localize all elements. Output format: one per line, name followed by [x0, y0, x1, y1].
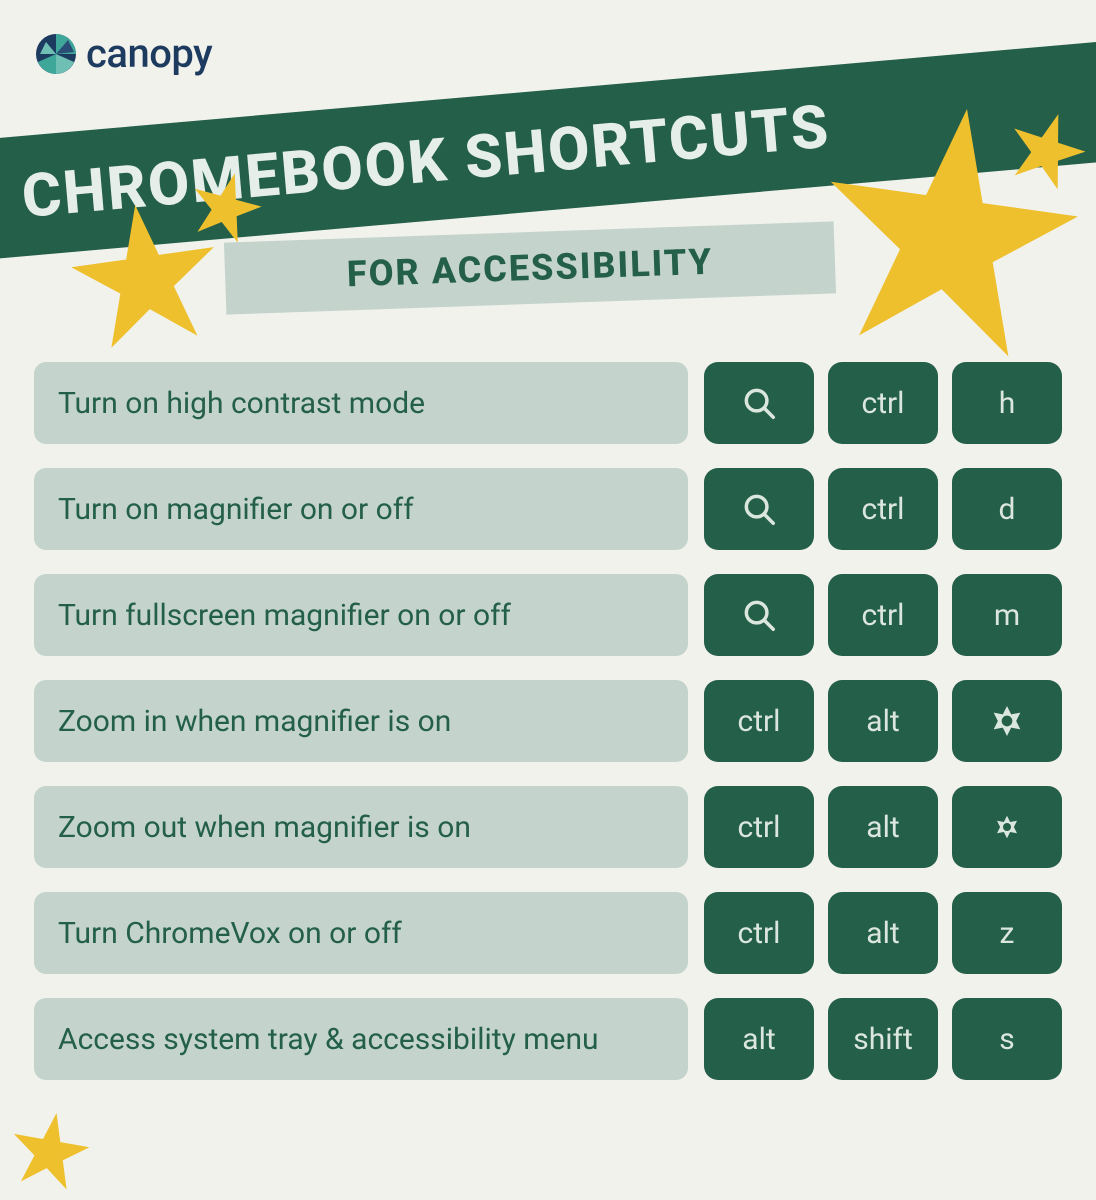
search-icon: [704, 362, 814, 444]
key-label: alt: [742, 1022, 775, 1057]
key-group: ctrl m: [704, 574, 1062, 656]
shortcut-label-text: Turn ChromeVox on or off: [58, 916, 402, 951]
shortcut-label-text: Zoom in when magnifier is on: [58, 704, 451, 739]
shortcut-row: Zoom in when magnifier is on ctrl alt: [34, 680, 1062, 762]
shortcut-label-text: Zoom out when magnifier is on: [58, 810, 471, 845]
key-m: m: [952, 574, 1062, 656]
key-group: ctrl h: [704, 362, 1062, 444]
shortcut-label: Turn ChromeVox on or off: [34, 892, 688, 974]
key-ctrl: ctrl: [704, 892, 814, 974]
search-icon: [704, 468, 814, 550]
key-ctrl: ctrl: [828, 362, 938, 444]
key-label: d: [999, 492, 1016, 527]
shortcut-row: Turn fullscreen magnifier on or off ctrl…: [34, 574, 1062, 656]
shortcut-label: Turn fullscreen magnifier on or off: [34, 574, 688, 656]
shortcut-row: Zoom out when magnifier is on ctrl alt: [34, 786, 1062, 868]
shortcut-label: Zoom out when magnifier is on: [34, 786, 688, 868]
key-group: ctrl alt: [704, 786, 1062, 868]
brightness-down-icon: [952, 786, 1062, 868]
shortcut-label: Turn on high contrast mode: [34, 362, 688, 444]
subtitle-text: FOR ACCESSIBILITY: [346, 241, 714, 296]
shortcut-row: Turn ChromeVox on or off ctrl alt z: [34, 892, 1062, 974]
brightness-up-icon: [952, 680, 1062, 762]
search-icon: [704, 574, 814, 656]
key-label: alt: [866, 704, 899, 739]
subtitle-banner: FOR ACCESSIBILITY: [224, 221, 836, 314]
shortcut-row: Turn on high contrast mode ctrl h: [34, 362, 1062, 444]
key-ctrl: ctrl: [704, 680, 814, 762]
key-h: h: [952, 362, 1062, 444]
shortcut-label: Zoom in when magnifier is on: [34, 680, 688, 762]
key-label: m: [994, 598, 1020, 633]
shortcuts-list: Turn on high contrast mode ctrlhTurn on …: [34, 362, 1062, 1080]
key-label: h: [999, 386, 1016, 421]
key-group: ctrl d: [704, 468, 1062, 550]
key-s: s: [952, 998, 1062, 1080]
key-label: ctrl: [738, 810, 781, 845]
key-label: alt: [866, 916, 899, 951]
key-group: ctrl alt z: [704, 892, 1062, 974]
brand-name: canopy: [86, 30, 212, 77]
shortcut-row: Turn on magnifier on or off ctrl d: [34, 468, 1062, 550]
key-shift: shift: [828, 998, 938, 1080]
key-group: alt shift s: [704, 998, 1062, 1080]
key-label: ctrl: [738, 916, 781, 951]
key-alt: alt: [828, 786, 938, 868]
key-label: ctrl: [862, 492, 905, 527]
key-alt: alt: [704, 998, 814, 1080]
shortcut-label: Turn on magnifier on or off: [34, 468, 688, 550]
shortcut-label-text: Turn fullscreen magnifier on or off: [58, 598, 511, 633]
shortcut-row: Access system tray & accessibility menu a…: [34, 998, 1062, 1080]
key-alt: alt: [828, 892, 938, 974]
key-label: ctrl: [738, 704, 781, 739]
key-label: ctrl: [862, 386, 905, 421]
key-ctrl: ctrl: [828, 574, 938, 656]
key-label: s: [999, 1022, 1014, 1057]
key-label: alt: [866, 810, 899, 845]
key-label: ctrl: [862, 598, 905, 633]
canopy-logo-icon: [34, 32, 78, 76]
key-ctrl: ctrl: [704, 786, 814, 868]
shortcut-label-text: Turn on high contrast mode: [58, 386, 425, 421]
key-group: ctrl alt: [704, 680, 1062, 762]
key-z: z: [952, 892, 1062, 974]
brand-logo: canopy: [34, 30, 212, 77]
key-ctrl: ctrl: [828, 468, 938, 550]
shortcut-label: Access system tray & accessibility menu: [34, 998, 688, 1080]
key-alt: alt: [828, 680, 938, 762]
key-d: d: [952, 468, 1062, 550]
key-label: shift: [853, 1022, 913, 1057]
key-label: z: [1000, 916, 1015, 951]
star-decoration: [4, 1104, 97, 1197]
shortcut-label-text: Access system tray & accessibility menu: [58, 1022, 599, 1057]
shortcut-label-text: Turn on magnifier on or off: [58, 492, 414, 527]
